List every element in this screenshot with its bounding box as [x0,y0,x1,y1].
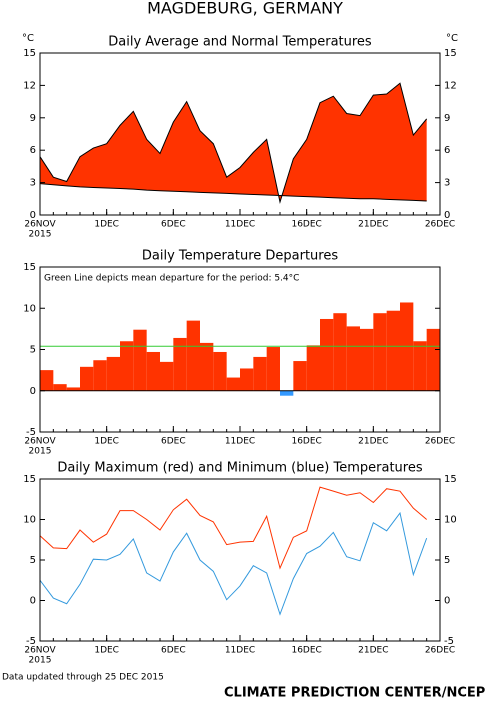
x-tick-label: 21DEC [358,220,388,230]
y-tick-label: 0 [30,210,36,221]
bar [93,360,107,391]
x-tick-label: 6DEC [161,437,186,447]
line [39,183,427,202]
bar [213,351,227,391]
annotation: Green Line depicts mean departure for th… [44,274,299,284]
x-tick-label: 16DEC [291,220,321,230]
y-tick-label: 15 [23,48,36,59]
bar [293,361,307,391]
bar [306,345,320,391]
y-tick-label: 10 [444,515,457,526]
y-tick-label: 9 [444,113,450,124]
y-tick-label: 5 [30,555,36,566]
bar [226,377,240,391]
y-tick-label: 15 [444,48,457,59]
chart-title: Daily Temperature Departures [142,249,338,264]
x-tick-label: 16DEC [291,646,321,656]
x-tick-label: 26NOV [24,437,56,447]
bar [360,328,374,391]
bar [253,356,267,391]
line [39,511,428,616]
y-tick-label: 0 [30,596,36,607]
credit: CLIMATE PREDICTION CENTER/NCEP [224,686,485,701]
bar [200,342,214,391]
bar [426,328,440,391]
y-tick-label: -5 [26,427,36,438]
x-tick-label: 11DEC [225,220,255,230]
bar [386,310,400,391]
x-tick-label: 26DEC [425,437,455,447]
chart-title: Daily Average and Normal Temperatures [108,35,372,50]
bar [120,341,134,391]
y-tick-label: 0 [444,210,450,221]
y-unit: °C [22,33,34,44]
bar [40,370,54,391]
bar [186,320,200,391]
x-sublabel: 2015 [29,656,52,666]
bar [373,313,387,391]
bar [346,326,360,391]
x-tick-label: 6DEC [161,220,186,230]
y-tick-label: 6 [30,145,36,156]
y-tick-label: 12 [444,80,457,91]
bar [280,390,294,396]
x-tick-label: 11DEC [225,646,255,656]
x-tick-label: 26DEC [425,220,455,230]
y-unit: °C [446,33,458,44]
y-tick-label: 9 [30,113,36,124]
y-tick-label: 0 [30,386,36,397]
bar [266,347,280,391]
y-tick-label: 12 [23,80,36,91]
line [39,82,428,205]
x-tick-label: 16DEC [291,437,321,447]
y-tick-label: 3 [30,178,36,189]
y-tick-label: -5 [26,636,36,647]
x-tick-label: 1DEC [94,437,119,447]
x-tick-label: 21DEC [358,437,388,447]
y-tick-label: 10 [23,303,36,314]
y-tick-label: 0 [444,596,450,607]
x-tick-label: 26NOV [24,220,56,230]
y-tick-label: 6 [444,145,450,156]
y-tick-label: -5 [444,636,454,647]
x-tick-label: 26NOV [24,646,56,656]
bar [240,368,254,391]
bar [106,356,120,391]
footer-note: Data updated through 25 DEC 2015 [2,673,164,683]
page-title: MAGDEBURG, GERMANY [147,0,343,18]
y-tick-label: 3 [444,178,450,189]
chart-title: Daily Maximum (red) and Minimum (blue) T… [57,461,422,476]
bar [80,366,94,391]
x-tick-label: 11DEC [225,437,255,447]
x-tick-label: 1DEC [94,646,119,656]
y-tick-label: 10 [23,515,36,526]
x-sublabel: 2015 [29,230,52,240]
x-tick-label: 6DEC [161,646,186,656]
x-tick-label: 26DEC [425,646,455,656]
y-tick-label: 5 [30,345,36,356]
area-fill [40,83,427,203]
bar [160,361,174,391]
x-sublabel: 2015 [29,447,52,457]
bar [133,329,147,391]
bar [146,351,160,391]
bar [66,387,80,391]
bar [320,318,334,391]
y-tick-label: 15 [444,474,457,485]
line [39,486,427,570]
x-tick-label: 1DEC [94,220,119,230]
y-tick-label: 15 [23,474,36,485]
x-tick-label: 21DEC [358,646,388,656]
bar [173,337,187,391]
bar [53,384,67,391]
bar [413,341,427,391]
y-tick-label: 15 [23,262,36,273]
bar [333,313,347,391]
y-tick-label: 5 [444,555,450,566]
